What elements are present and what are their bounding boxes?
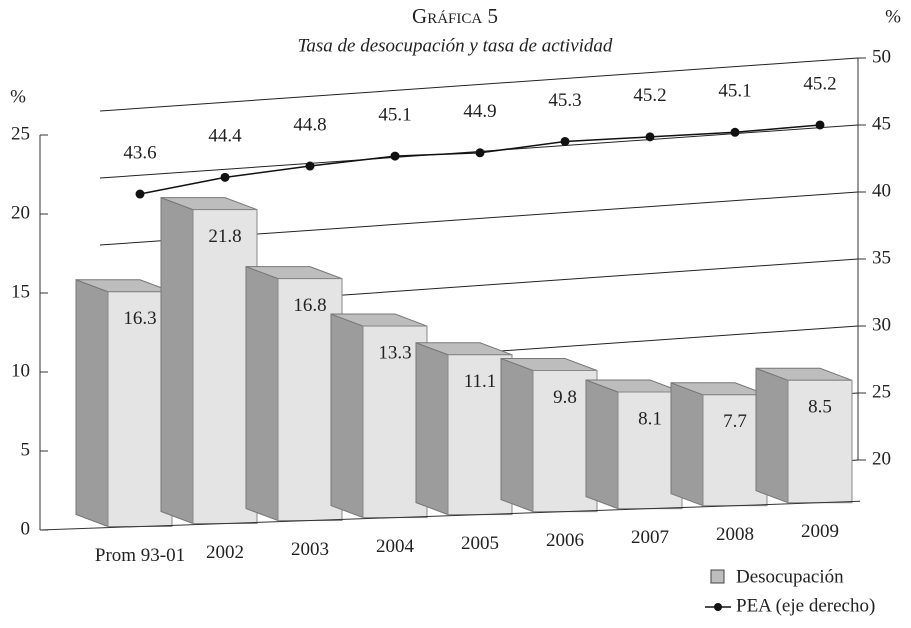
line-point <box>815 120 825 130</box>
y2-tick-label: 35 <box>872 247 891 268</box>
x-tick-label: 2004 <box>376 536 415 557</box>
bar-value-label: 13.3 <box>378 342 411 363</box>
bar-value-label: 21.8 <box>208 226 241 247</box>
y-tick-label: 0 <box>21 518 31 539</box>
y2-tick-label: 40 <box>872 180 891 201</box>
x-tick-label: 2009 <box>801 521 839 542</box>
line-point <box>390 151 400 161</box>
bar-value-label: 16.3 <box>123 308 156 329</box>
bar-side <box>500 357 534 513</box>
bar-value-label: 11.1 <box>464 371 497 392</box>
line <box>139 124 821 195</box>
y2-unit: % <box>885 6 901 27</box>
line-point <box>220 172 230 182</box>
legend-swatch <box>710 569 725 584</box>
x-tick-label: 2006 <box>546 530 584 551</box>
y-unit: % <box>10 86 26 107</box>
x-tick-label: 2007 <box>631 527 669 548</box>
y2-tick-label: 20 <box>872 448 891 469</box>
y-tick-label: 15 <box>11 281 30 302</box>
x-tick-label: 2003 <box>291 539 329 560</box>
line-value-label: 45.2 <box>633 85 666 106</box>
bar-side <box>75 279 109 528</box>
bar-value-label: 9.8 <box>553 387 577 408</box>
y-tick-label: 5 <box>21 439 31 460</box>
line-value-label: 44.8 <box>293 114 326 135</box>
line-point <box>475 148 485 158</box>
legend-label: Desocupación <box>736 566 844 587</box>
bar-side <box>670 382 704 507</box>
x-tick-label: 2008 <box>716 524 754 545</box>
line-point <box>645 132 655 142</box>
x-tick-label: Prom 93-01 <box>95 545 185 566</box>
line-point <box>135 189 145 199</box>
bar-side <box>330 313 364 519</box>
bar <box>787 379 853 504</box>
bar-side <box>415 342 449 516</box>
bar-value-label: 8.1 <box>638 408 662 429</box>
bar-value-label: 8.5 <box>808 397 832 418</box>
bar-value-label: 7.7 <box>723 411 747 432</box>
grid-line <box>99 57 859 112</box>
line-value-label: 45.3 <box>548 90 581 111</box>
line-value-label: 45.1 <box>378 104 411 125</box>
line-point <box>730 127 740 137</box>
y-tick-label: 25 <box>11 123 30 144</box>
y-tick-label: 20 <box>11 202 30 223</box>
x-tick-label: 2002 <box>206 542 244 563</box>
line-value-label: 43.6 <box>123 142 156 163</box>
floor-line <box>39 500 861 531</box>
y-tick-label: 10 <box>11 360 30 381</box>
y2-tick-label: 30 <box>872 314 891 335</box>
y2-tick-label: 25 <box>872 381 891 402</box>
line-value-label: 45.1 <box>718 81 751 102</box>
line-point <box>305 161 315 171</box>
bar-side <box>245 265 279 522</box>
line-value-label: 44.9 <box>463 101 496 122</box>
bar-value-label: 16.8 <box>293 295 326 316</box>
bar-side <box>585 379 619 510</box>
bar-side <box>755 367 789 504</box>
chart-title: Gráfica 5 <box>412 4 498 28</box>
x-tick-label: 2005 <box>461 533 499 554</box>
chart-subtitle: Tasa de desocupación y tasa de actividad <box>298 35 613 56</box>
y2-tick-label: 50 <box>872 46 891 67</box>
line-point <box>560 136 570 146</box>
legend-marker <box>714 603 722 611</box>
line-value-label: 45.2 <box>803 73 836 94</box>
bar-side <box>160 196 194 525</box>
y2-tick-label: 45 <box>872 113 891 134</box>
legend-label: PEA (eje derecho) <box>736 595 875 616</box>
line-value-label: 44.4 <box>208 126 242 147</box>
